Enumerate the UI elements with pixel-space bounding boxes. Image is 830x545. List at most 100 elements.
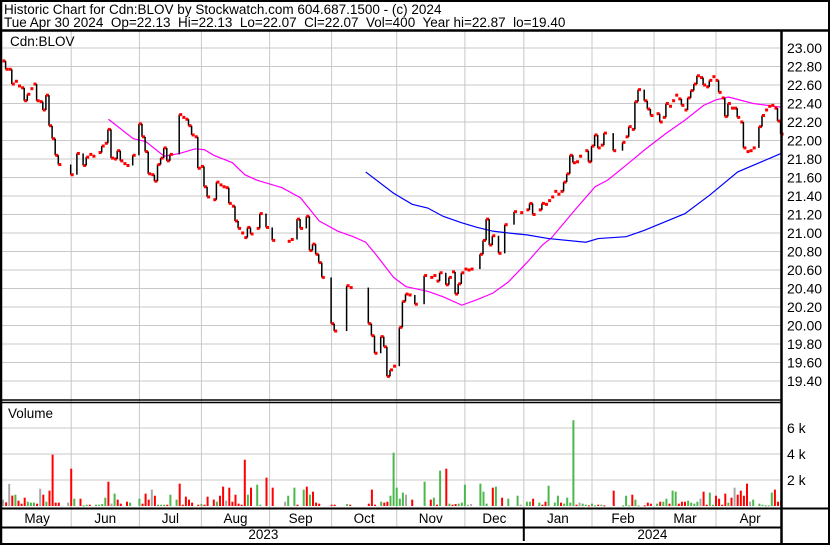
volume-bar xyxy=(200,504,203,506)
close-tick xyxy=(461,271,465,275)
volume-label: Volume xyxy=(8,406,53,421)
close-tick xyxy=(659,120,663,124)
volume-bar xyxy=(113,493,116,506)
volume-bar xyxy=(773,489,776,506)
close-tick xyxy=(675,93,679,97)
symbol-label: Cdn:BLOV xyxy=(10,34,75,49)
volume-bar xyxy=(470,504,473,506)
volume-bar xyxy=(150,489,153,506)
close-tick xyxy=(111,156,114,160)
volume-bar xyxy=(104,497,107,506)
close-tick xyxy=(712,75,716,79)
volume-bar xyxy=(380,501,383,506)
volume-bar xyxy=(690,502,693,506)
close-tick xyxy=(774,106,778,110)
close-tick xyxy=(390,368,393,372)
close-tick xyxy=(399,325,403,329)
close-tick xyxy=(718,90,722,94)
close-tick xyxy=(11,82,15,86)
close-tick xyxy=(445,283,449,287)
volume-bar xyxy=(767,505,770,507)
close-tick xyxy=(383,345,387,349)
volume-bar xyxy=(386,501,389,506)
close-tick xyxy=(191,133,195,137)
close-tick xyxy=(58,163,62,167)
close-tick xyxy=(374,351,378,355)
close-tick xyxy=(228,201,232,205)
close-tick xyxy=(721,96,725,100)
close-tick xyxy=(163,146,167,150)
volume-bar xyxy=(724,493,727,506)
volume-bar xyxy=(516,495,519,506)
close-tick xyxy=(414,302,418,306)
volume-bar xyxy=(256,484,259,506)
volume-bar xyxy=(401,492,404,506)
close-tick xyxy=(408,293,412,297)
close-tick xyxy=(703,83,707,87)
volume-bar xyxy=(70,468,73,506)
volume-bar xyxy=(54,502,57,506)
volume-bar xyxy=(702,491,705,506)
volume-bar xyxy=(705,504,708,506)
volume-bar xyxy=(302,489,305,506)
volume-bar xyxy=(457,503,460,506)
price-tick-label: 21.80 xyxy=(787,151,822,167)
volume-bar xyxy=(308,494,311,506)
volume-bar xyxy=(752,499,755,506)
volume-bar xyxy=(597,504,600,506)
close-tick xyxy=(600,143,604,147)
close-tick xyxy=(194,135,198,139)
close-tick xyxy=(644,99,648,103)
volume-bar xyxy=(101,504,104,506)
volume-bar xyxy=(203,504,206,506)
volume-tick-label: 4 k xyxy=(787,446,807,462)
volume-bar xyxy=(333,504,336,506)
close-tick xyxy=(693,82,697,86)
volume-bar xyxy=(699,498,702,506)
month-label: Jun xyxy=(94,511,116,526)
close-tick xyxy=(498,251,502,255)
volume-bar xyxy=(206,496,209,506)
close-tick xyxy=(207,195,211,199)
volume-bar xyxy=(129,502,132,506)
volume-bar xyxy=(532,498,535,506)
volume-bar xyxy=(36,503,39,506)
close-tick xyxy=(309,249,313,253)
close-tick xyxy=(8,67,12,71)
close-tick xyxy=(681,103,685,107)
volume-bar xyxy=(584,504,587,506)
volume-bar xyxy=(370,489,373,506)
close-tick xyxy=(321,275,325,279)
close-tick xyxy=(346,284,350,288)
volume-bar xyxy=(770,492,773,506)
volume-bar xyxy=(392,452,395,506)
volume-bar xyxy=(5,502,8,506)
volume-bar xyxy=(460,502,463,506)
close-tick xyxy=(489,243,493,247)
close-tick xyxy=(486,217,490,221)
volume-bar xyxy=(572,420,575,506)
close-tick xyxy=(634,100,638,104)
close-tick xyxy=(157,163,161,167)
close-tick xyxy=(98,151,102,155)
volume-bar xyxy=(454,504,457,506)
close-tick xyxy=(696,74,700,78)
close-tick xyxy=(266,225,269,229)
close-tick xyxy=(734,106,738,110)
price-tick-label: 19.40 xyxy=(787,373,822,389)
volume-bar xyxy=(467,504,469,506)
close-tick xyxy=(49,124,52,128)
close-tick xyxy=(548,199,552,203)
volume-bar xyxy=(637,505,640,507)
volume-bar xyxy=(33,502,35,506)
volume-bar xyxy=(250,487,252,506)
volume-bar xyxy=(157,504,159,506)
close-tick xyxy=(737,115,741,119)
close-tick xyxy=(724,114,728,118)
close-tick xyxy=(2,59,6,63)
close-tick xyxy=(687,96,691,100)
volume-bar xyxy=(643,505,646,507)
quote-summary: Tue Apr 30 2024 Op=22.13 Hi=22.13 Lo=22.… xyxy=(4,15,566,30)
volume-bar xyxy=(14,494,17,506)
volume-bar xyxy=(578,502,581,506)
